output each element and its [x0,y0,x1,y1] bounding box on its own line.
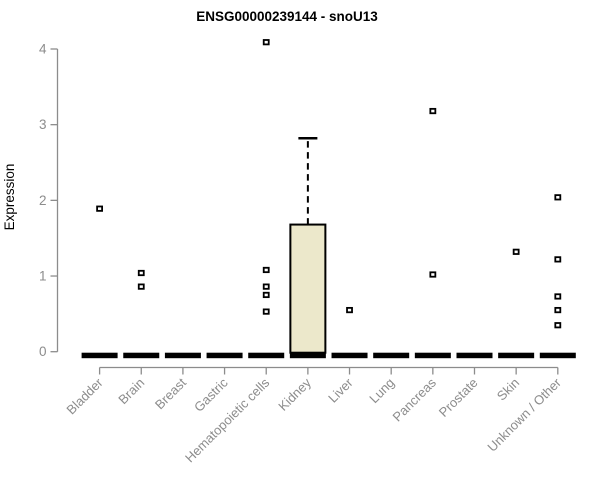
outlier-point [346,306,353,314]
median-bar [81,352,118,359]
outlier-point [262,266,270,274]
x-category-label: Brain [115,375,147,407]
y-axis-title: Expression [2,164,17,231]
median-bar [498,352,535,359]
box [289,223,327,354]
median-bar [373,352,410,359]
x-category-label: Liver [325,375,356,406]
median-bar [456,352,493,359]
median-bar [414,352,451,359]
outlier-point [262,283,270,290]
outlier-point [262,39,270,46]
y-tick-label: 3 [39,117,47,132]
y-tick-label: 0 [39,344,47,359]
median-bar [539,352,576,359]
outlier-point [429,271,437,278]
outlier-point [429,107,437,115]
outlier-point [96,205,103,212]
outlier-point [262,308,270,315]
chart-title: ENSG00000239144 - snoU13 [196,9,378,24]
median-bar [123,352,160,359]
median-bar [289,352,326,359]
median-bar [331,352,368,359]
median-bar [248,352,285,359]
median-bar [206,352,243,359]
outlier-point [137,283,145,290]
x-category-label: Pancreas [390,375,440,425]
y-tick-label: 1 [39,269,47,284]
outlier-point [554,293,562,300]
x-category-label: Breast [152,375,189,412]
x-category-label: Prostate [436,375,481,420]
outlier-point [262,291,270,299]
x-category-label: Gastric [191,375,231,415]
x-category-label: Lung [366,375,397,406]
x-category-label: Bladder [63,375,106,418]
x-category-label: Unknown / Other [484,375,564,455]
median-bar [164,352,201,359]
outlier-point [554,256,562,263]
outlier-point [554,194,562,201]
x-category-label: Kidney [275,375,314,414]
outlier-point [512,248,520,255]
y-tick-label: 4 [39,42,47,57]
y-tick-label: 2 [39,193,47,208]
x-category-label: Skin [494,375,522,403]
outlier-point [137,269,145,277]
outlier-point [554,322,562,329]
outlier-point [554,306,562,314]
